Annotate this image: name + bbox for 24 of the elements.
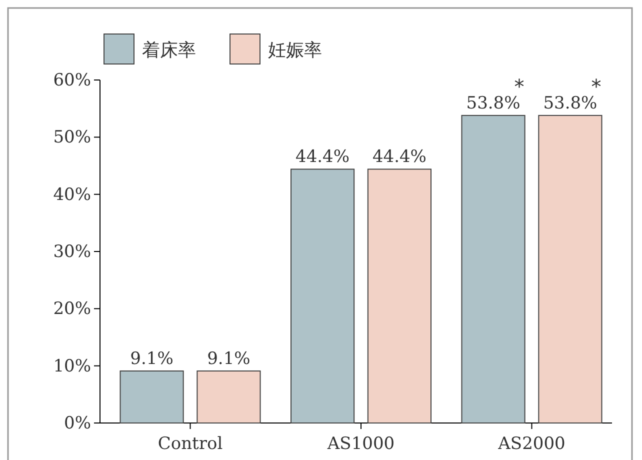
y-tick-label: 40%	[53, 184, 91, 205]
data-label: 53.8%	[466, 93, 520, 114]
bar	[461, 114, 526, 424]
bar	[290, 168, 355, 424]
x-tick-label: Control	[158, 434, 223, 454]
data-label: 9.1%	[130, 348, 174, 369]
y-tick-label: 60%	[53, 70, 91, 90]
data-label: 44.4%	[296, 147, 350, 168]
bar	[196, 370, 261, 424]
y-tick-label: 20%	[53, 299, 91, 320]
data-label: 53.8%	[543, 93, 598, 114]
bar	[120, 370, 184, 424]
legend-label: 妊娠率	[268, 40, 322, 61]
legend-label: 着床率	[142, 40, 196, 61]
data-label: 9.1%	[207, 348, 250, 369]
bar	[367, 168, 432, 424]
bar	[538, 114, 602, 424]
y-tick-label: 30%	[53, 242, 91, 262]
y-tick-label: 10%	[53, 356, 91, 376]
y-tick-label: 50%	[53, 128, 91, 148]
data-label: 44.4%	[372, 147, 426, 168]
y-tick-label: 0%	[64, 413, 91, 434]
x-tick-label: AS2000	[497, 434, 566, 454]
x-tick-label: AS1000	[326, 434, 395, 454]
